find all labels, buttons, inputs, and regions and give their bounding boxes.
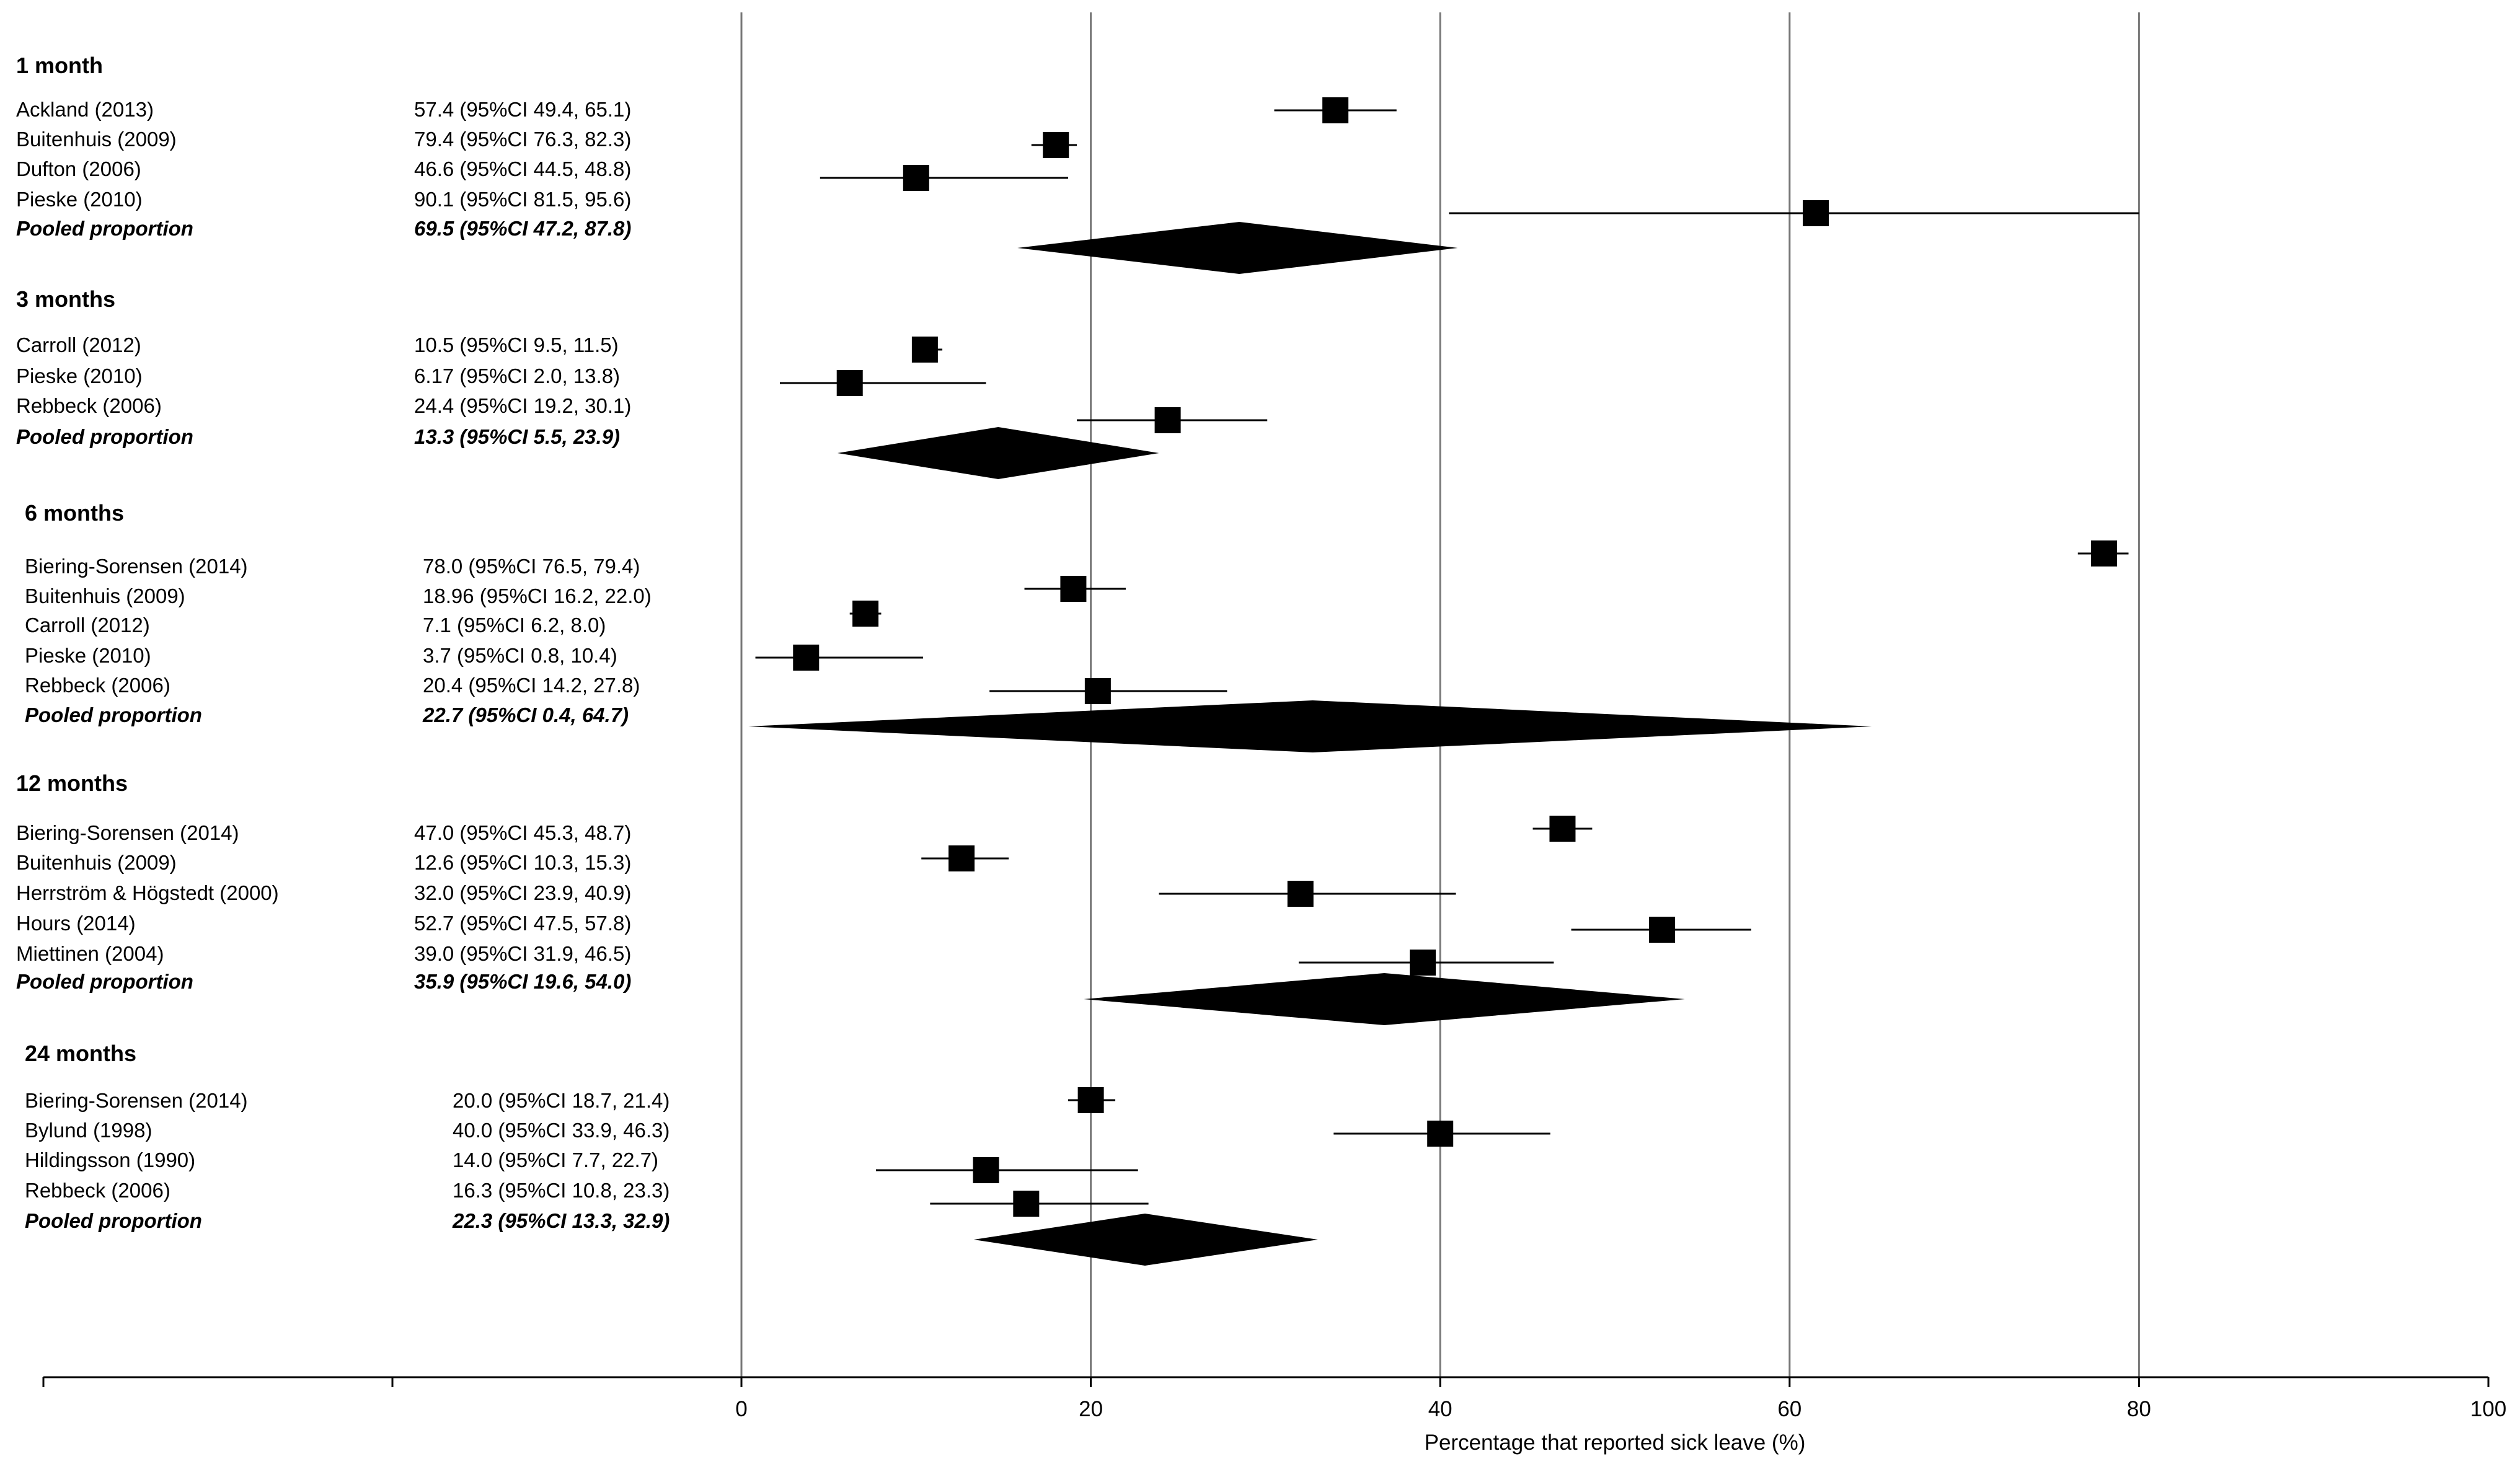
point-estimate	[1410, 950, 1436, 976]
pooled-diamond	[1084, 973, 1685, 1025]
pooled-label: Pooled proportion	[25, 1209, 202, 1232]
x-tick-label: 100	[2470, 1397, 2506, 1421]
study-estimate: 14.0 (95%CI 7.7, 22.7)	[453, 1149, 658, 1171]
pooled-label: Pooled proportion	[16, 425, 193, 448]
gridlines	[740, 12, 2140, 1377]
point-estimate	[973, 1157, 999, 1183]
group-header: 1 month	[16, 53, 103, 78]
pooled-estimate: 22.7 (95%CI 0.4, 64.7)	[422, 703, 629, 726]
study-estimate: 6.17 (95%CI 2.0, 13.8)	[414, 364, 620, 387]
study-estimate: 90.1 (95%CI 81.5, 95.6)	[414, 188, 631, 211]
study-name: Pieske (2010)	[16, 364, 143, 387]
study-name: Ackland (2013)	[16, 98, 154, 121]
point-estimate	[1287, 881, 1314, 907]
study-name: Bylund (1998)	[25, 1119, 152, 1142]
group-header: 12 months	[16, 770, 128, 796]
study-estimate: 39.0 (95%CI 31.9, 46.5)	[414, 942, 631, 965]
pooled-diamond	[837, 427, 1159, 479]
point-estimate	[836, 370, 863, 396]
study-name: Biering-Sorensen (2014)	[25, 555, 248, 578]
group-header: 24 months	[25, 1041, 136, 1066]
group-header: 6 months	[25, 500, 124, 526]
study-estimate: 57.4 (95%CI 49.4, 65.1)	[414, 98, 631, 121]
study-name: Buitenhuis (2009)	[16, 851, 177, 874]
point-estimate	[1077, 1087, 1104, 1113]
study-name: Miettinen (2004)	[16, 942, 164, 965]
point-estimate	[1154, 407, 1181, 433]
study-name: Pieske (2010)	[16, 188, 143, 211]
pooled-estimate: 69.5 (95%CI 47.2, 87.8)	[414, 217, 631, 240]
x-tick-label: 40	[1428, 1397, 1452, 1421]
study-estimate: 32.0 (95%CI 23.9, 40.9)	[414, 881, 631, 904]
x-axis: 0 20 40 60 80 100 Percentage that reported sic…	[42, 1376, 2506, 1455]
point-estimate	[948, 845, 975, 871]
study-estimate: 16.3 (95%CI 10.8, 23.3)	[453, 1179, 670, 1202]
study-name: Herrström & Högstedt (2000)	[16, 881, 279, 904]
point-estimate	[1549, 816, 1576, 842]
study-estimate: 24.4 (95%CI 19.2, 30.1)	[414, 394, 631, 417]
x-tick-label: 20	[1079, 1397, 1103, 1421]
point-estimate	[1060, 576, 1087, 602]
point-estimate	[1043, 132, 1069, 158]
x-tick-label: 60	[1777, 1397, 1802, 1421]
point-estimate	[1427, 1121, 1454, 1147]
study-estimate: 7.1 (95%CI 6.2, 8.0)	[423, 614, 606, 637]
study-name: Dufton (2006)	[16, 157, 141, 180]
point-estimate	[1013, 1191, 1040, 1217]
study-name: Biering-Sorensen (2014)	[25, 1089, 248, 1112]
study-estimate: 46.6 (95%CI 44.5, 48.8)	[414, 157, 631, 180]
x-tick-label: 80	[2127, 1397, 2151, 1421]
pooled-estimate: 13.3 (95%CI 5.5, 23.9)	[414, 425, 620, 448]
study-name: Rebbeck (2006)	[16, 394, 162, 417]
study-name: Pieske (2010)	[25, 644, 151, 667]
pooled-diamond	[748, 700, 1872, 752]
study-name: Carroll (2012)	[16, 333, 141, 356]
point-estimate	[1803, 200, 1829, 226]
point-estimate	[903, 165, 929, 191]
study-name: Hildingsson (1990)	[25, 1149, 195, 1171]
pooled-label: Pooled proportion	[25, 703, 202, 726]
pooled-diamond	[1017, 222, 1458, 274]
study-name: Buitenhuis (2009)	[16, 128, 177, 151]
study-estimate: 78.0 (95%CI 76.5, 79.4)	[423, 555, 640, 578]
point-estimate	[1649, 917, 1676, 943]
study-name: Rebbeck (2006)	[25, 1179, 170, 1202]
study-estimate: 18.96 (95%CI 16.2, 22.0)	[423, 584, 652, 607]
pooled-label: Pooled proportion	[16, 970, 193, 993]
study-rows: 1 month Ackland (2013) 57.4 (95%CI 49.4, 6…	[16, 53, 2139, 1266]
pooled-diamond	[973, 1214, 1318, 1266]
point-estimate	[911, 337, 938, 363]
study-estimate: 20.4 (95%CI 14.2, 27.8)	[423, 674, 640, 697]
study-estimate: 12.6 (95%CI 10.3, 15.3)	[414, 851, 631, 874]
study-estimate: 20.0 (95%CI 18.7, 21.4)	[453, 1089, 670, 1112]
point-estimate	[793, 645, 820, 671]
pooled-label: Pooled proportion	[16, 217, 193, 240]
study-name: Buitenhuis (2009)	[25, 584, 185, 607]
study-estimate: 52.7 (95%CI 47.5, 57.8)	[414, 912, 631, 935]
study-estimate: 10.5 (95%CI 9.5, 11.5)	[414, 333, 619, 356]
point-estimate	[1084, 678, 1111, 704]
study-name: Rebbeck (2006)	[25, 674, 170, 697]
study-estimate: 47.0 (95%CI 45.3, 48.7)	[414, 821, 631, 844]
study-name: Hours (2014)	[16, 912, 136, 935]
x-axis-title: Percentage that reported sick leave (%)	[1425, 1431, 1806, 1455]
study-estimate: 40.0 (95%CI 33.9, 46.3)	[453, 1119, 670, 1142]
study-name: Biering-Sorensen (2014)	[16, 821, 239, 844]
point-estimate	[2091, 540, 2118, 567]
study-estimate: 3.7 (95%CI 0.8, 10.4)	[423, 644, 617, 667]
x-tick-label: 0	[735, 1397, 747, 1421]
pooled-estimate: 22.3 (95%CI 13.3, 32.9)	[452, 1209, 670, 1232]
study-estimate: 79.4 (95%CI 76.3, 82.3)	[414, 128, 631, 151]
point-estimate	[1322, 97, 1349, 123]
pooled-estimate: 35.9 (95%CI 19.6, 54.0)	[414, 970, 631, 993]
group-header: 3 months	[16, 286, 115, 312]
point-estimate	[852, 601, 879, 627]
study-name: Carroll (2012)	[25, 614, 150, 637]
